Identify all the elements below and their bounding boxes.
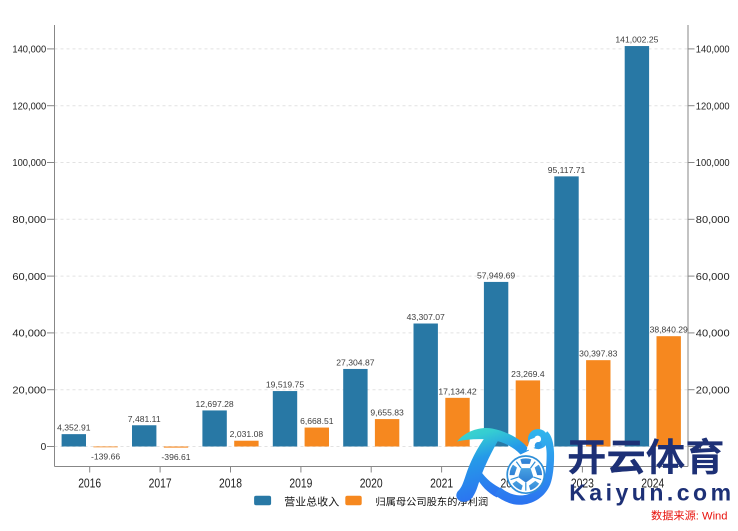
- svg-text:40,000: 40,000: [12, 329, 46, 340]
- svg-text:2018: 2018: [219, 476, 242, 490]
- svg-text:2017: 2017: [149, 476, 172, 490]
- svg-text:100,000: 100,000: [12, 158, 46, 169]
- svg-text:6,668.51: 6,668.51: [300, 416, 334, 426]
- svg-text:20,000: 20,000: [696, 385, 730, 396]
- svg-text:0: 0: [41, 442, 47, 453]
- svg-text:27,304.87: 27,304.87: [336, 358, 374, 368]
- svg-text:40,000: 40,000: [696, 329, 730, 340]
- svg-text:2,031.08: 2,031.08: [230, 429, 264, 439]
- svg-text:-139.66: -139.66: [91, 451, 120, 461]
- svg-text:17,134.42: 17,134.42: [438, 386, 476, 396]
- svg-text:120,000: 120,000: [12, 101, 46, 112]
- svg-text:57,949.69: 57,949.69: [477, 270, 515, 280]
- svg-text:Kaiyun.com: Kaiyun.com: [569, 479, 734, 505]
- svg-text:95,117.71: 95,117.71: [548, 165, 586, 175]
- svg-text:140,000: 140,000: [12, 45, 46, 56]
- svg-text:140,000: 140,000: [696, 45, 730, 56]
- svg-text:19,519.75: 19,519.75: [266, 380, 304, 390]
- svg-text:120,000: 120,000: [696, 101, 730, 112]
- svg-text:2023: 2023: [571, 476, 594, 490]
- svg-text:12,697.28: 12,697.28: [195, 399, 233, 409]
- svg-text:: Wind: : Wind: [696, 511, 728, 523]
- svg-text:60,000: 60,000: [696, 272, 730, 283]
- svg-text:20,000: 20,000: [12, 385, 46, 396]
- svg-text:2019: 2019: [289, 476, 312, 490]
- svg-text:9,655.83: 9,655.83: [370, 408, 404, 418]
- svg-text:141,002.25: 141,002.25: [615, 35, 658, 45]
- svg-text:2021: 2021: [430, 476, 453, 490]
- svg-text:4,352.91: 4,352.91: [57, 423, 91, 433]
- svg-text:43,307.07: 43,307.07: [407, 312, 445, 322]
- svg-text:60,000: 60,000: [12, 272, 46, 283]
- svg-text:2024: 2024: [641, 476, 664, 490]
- svg-text:7,481.11: 7,481.11: [128, 414, 161, 424]
- svg-text:-396.61: -396.61: [161, 452, 190, 462]
- svg-text:80,000: 80,000: [12, 215, 46, 226]
- svg-text:2016: 2016: [78, 476, 101, 490]
- svg-text:100,000: 100,000: [696, 158, 730, 169]
- svg-text:30,397.83: 30,397.83: [579, 349, 617, 359]
- svg-text:80,000: 80,000: [696, 215, 730, 226]
- svg-text:38,840.29: 38,840.29: [650, 325, 688, 335]
- svg-text:23,269.4: 23,269.4: [511, 369, 545, 379]
- svg-text:2020: 2020: [360, 476, 383, 490]
